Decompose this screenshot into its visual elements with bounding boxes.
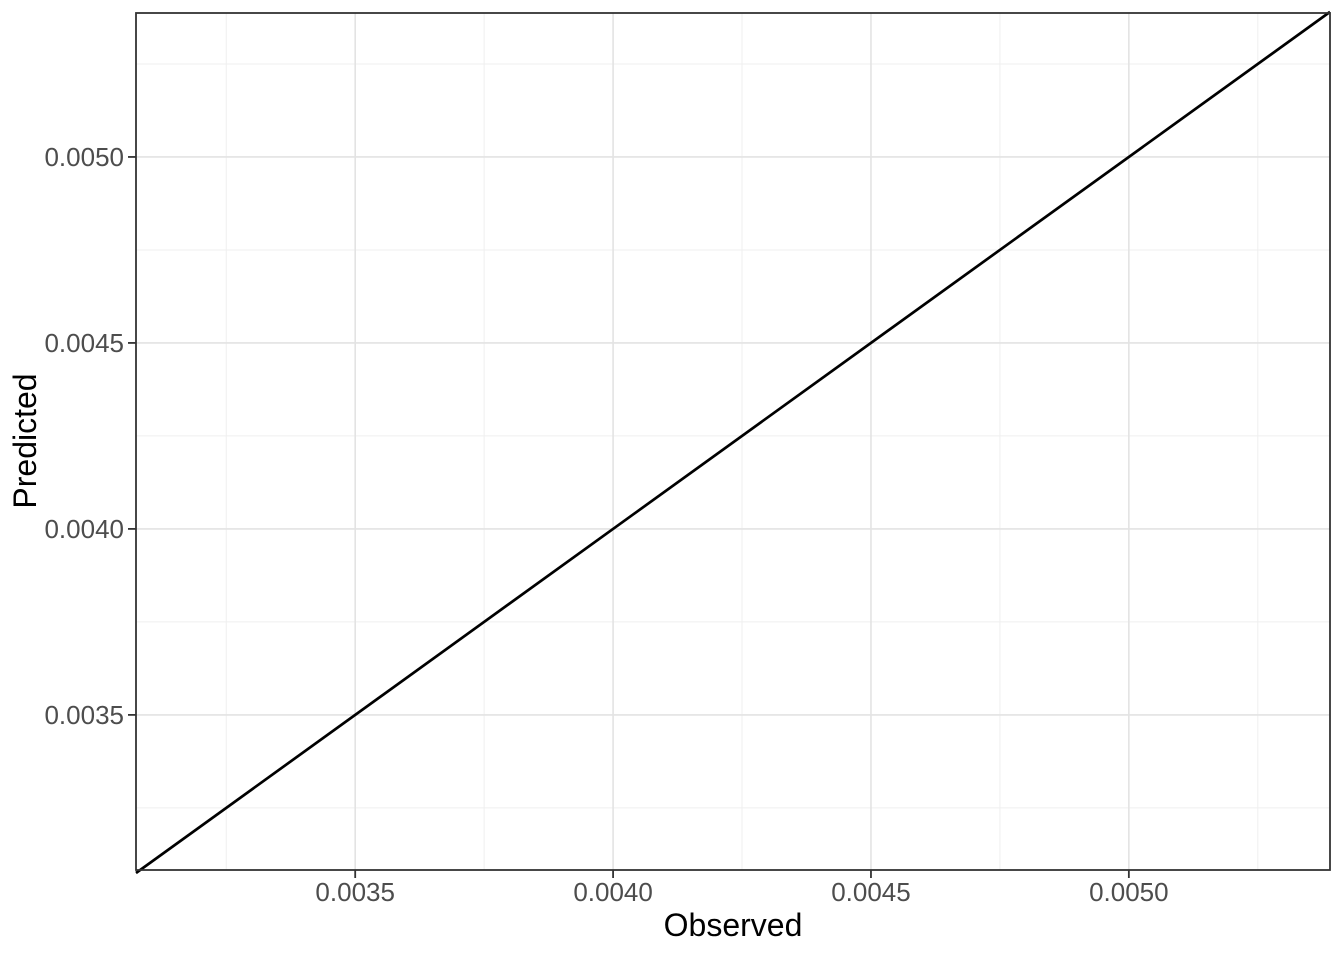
x-tick-label: 0.0035: [315, 877, 395, 907]
identity-line: [135, 10, 1331, 875]
x-tick-label: 0.0040: [573, 877, 653, 907]
panel-border: [135, 12, 1331, 871]
y-axis-title: Predicted: [7, 373, 43, 509]
x-axis-title: Observed: [663, 907, 803, 943]
y-tick-label: 0.0045: [44, 327, 124, 358]
x-tick-label: 0.0050: [1089, 877, 1169, 907]
y-tick-label: 0.0040: [44, 513, 124, 544]
y-tick-label: 0.0035: [44, 699, 124, 730]
x-tick-label: 0.0045: [831, 877, 911, 907]
y-tick-label: 0.0050: [44, 141, 124, 172]
